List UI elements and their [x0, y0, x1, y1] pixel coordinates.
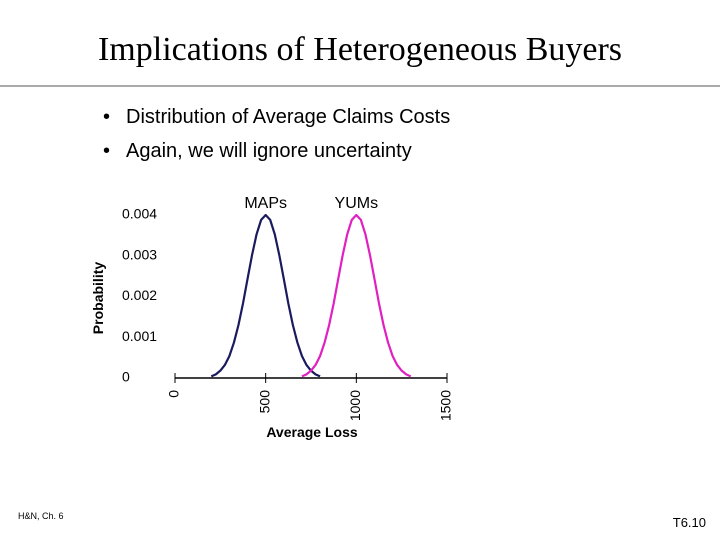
y-tick-label: 0.003: [122, 246, 157, 262]
bullet-dot: •: [103, 140, 110, 162]
y-tick-label: 0.004: [122, 206, 157, 222]
footer-left: H&N, Ch. 6: [18, 511, 64, 521]
slide-title: Implications of Heterogeneous Buyers: [98, 31, 622, 68]
bullet-dot: •: [103, 106, 110, 128]
y-axis-label: Probability: [90, 262, 106, 335]
series-line: [301, 213, 412, 378]
y-tick-label: 0.002: [122, 287, 157, 303]
bullet: Distribution of Average Claims Costs: [126, 106, 450, 128]
x-tick-label: 500: [256, 390, 272, 414]
x-axis-label: Average Loss: [266, 424, 358, 440]
x-tick-label: 1500: [438, 390, 454, 421]
series-label: YUMs: [335, 195, 379, 212]
x-tick-label: 1000: [347, 390, 363, 421]
series-label: MAPs: [244, 195, 287, 212]
series-line: [210, 213, 321, 378]
y-tick-label: 0: [122, 369, 130, 385]
x-tick-label: 0: [166, 390, 182, 398]
footer-right: T6.10: [673, 515, 706, 530]
y-tick-label: 0.001: [122, 328, 157, 344]
bullet: Again, we will ignore uncertainty: [126, 140, 412, 162]
